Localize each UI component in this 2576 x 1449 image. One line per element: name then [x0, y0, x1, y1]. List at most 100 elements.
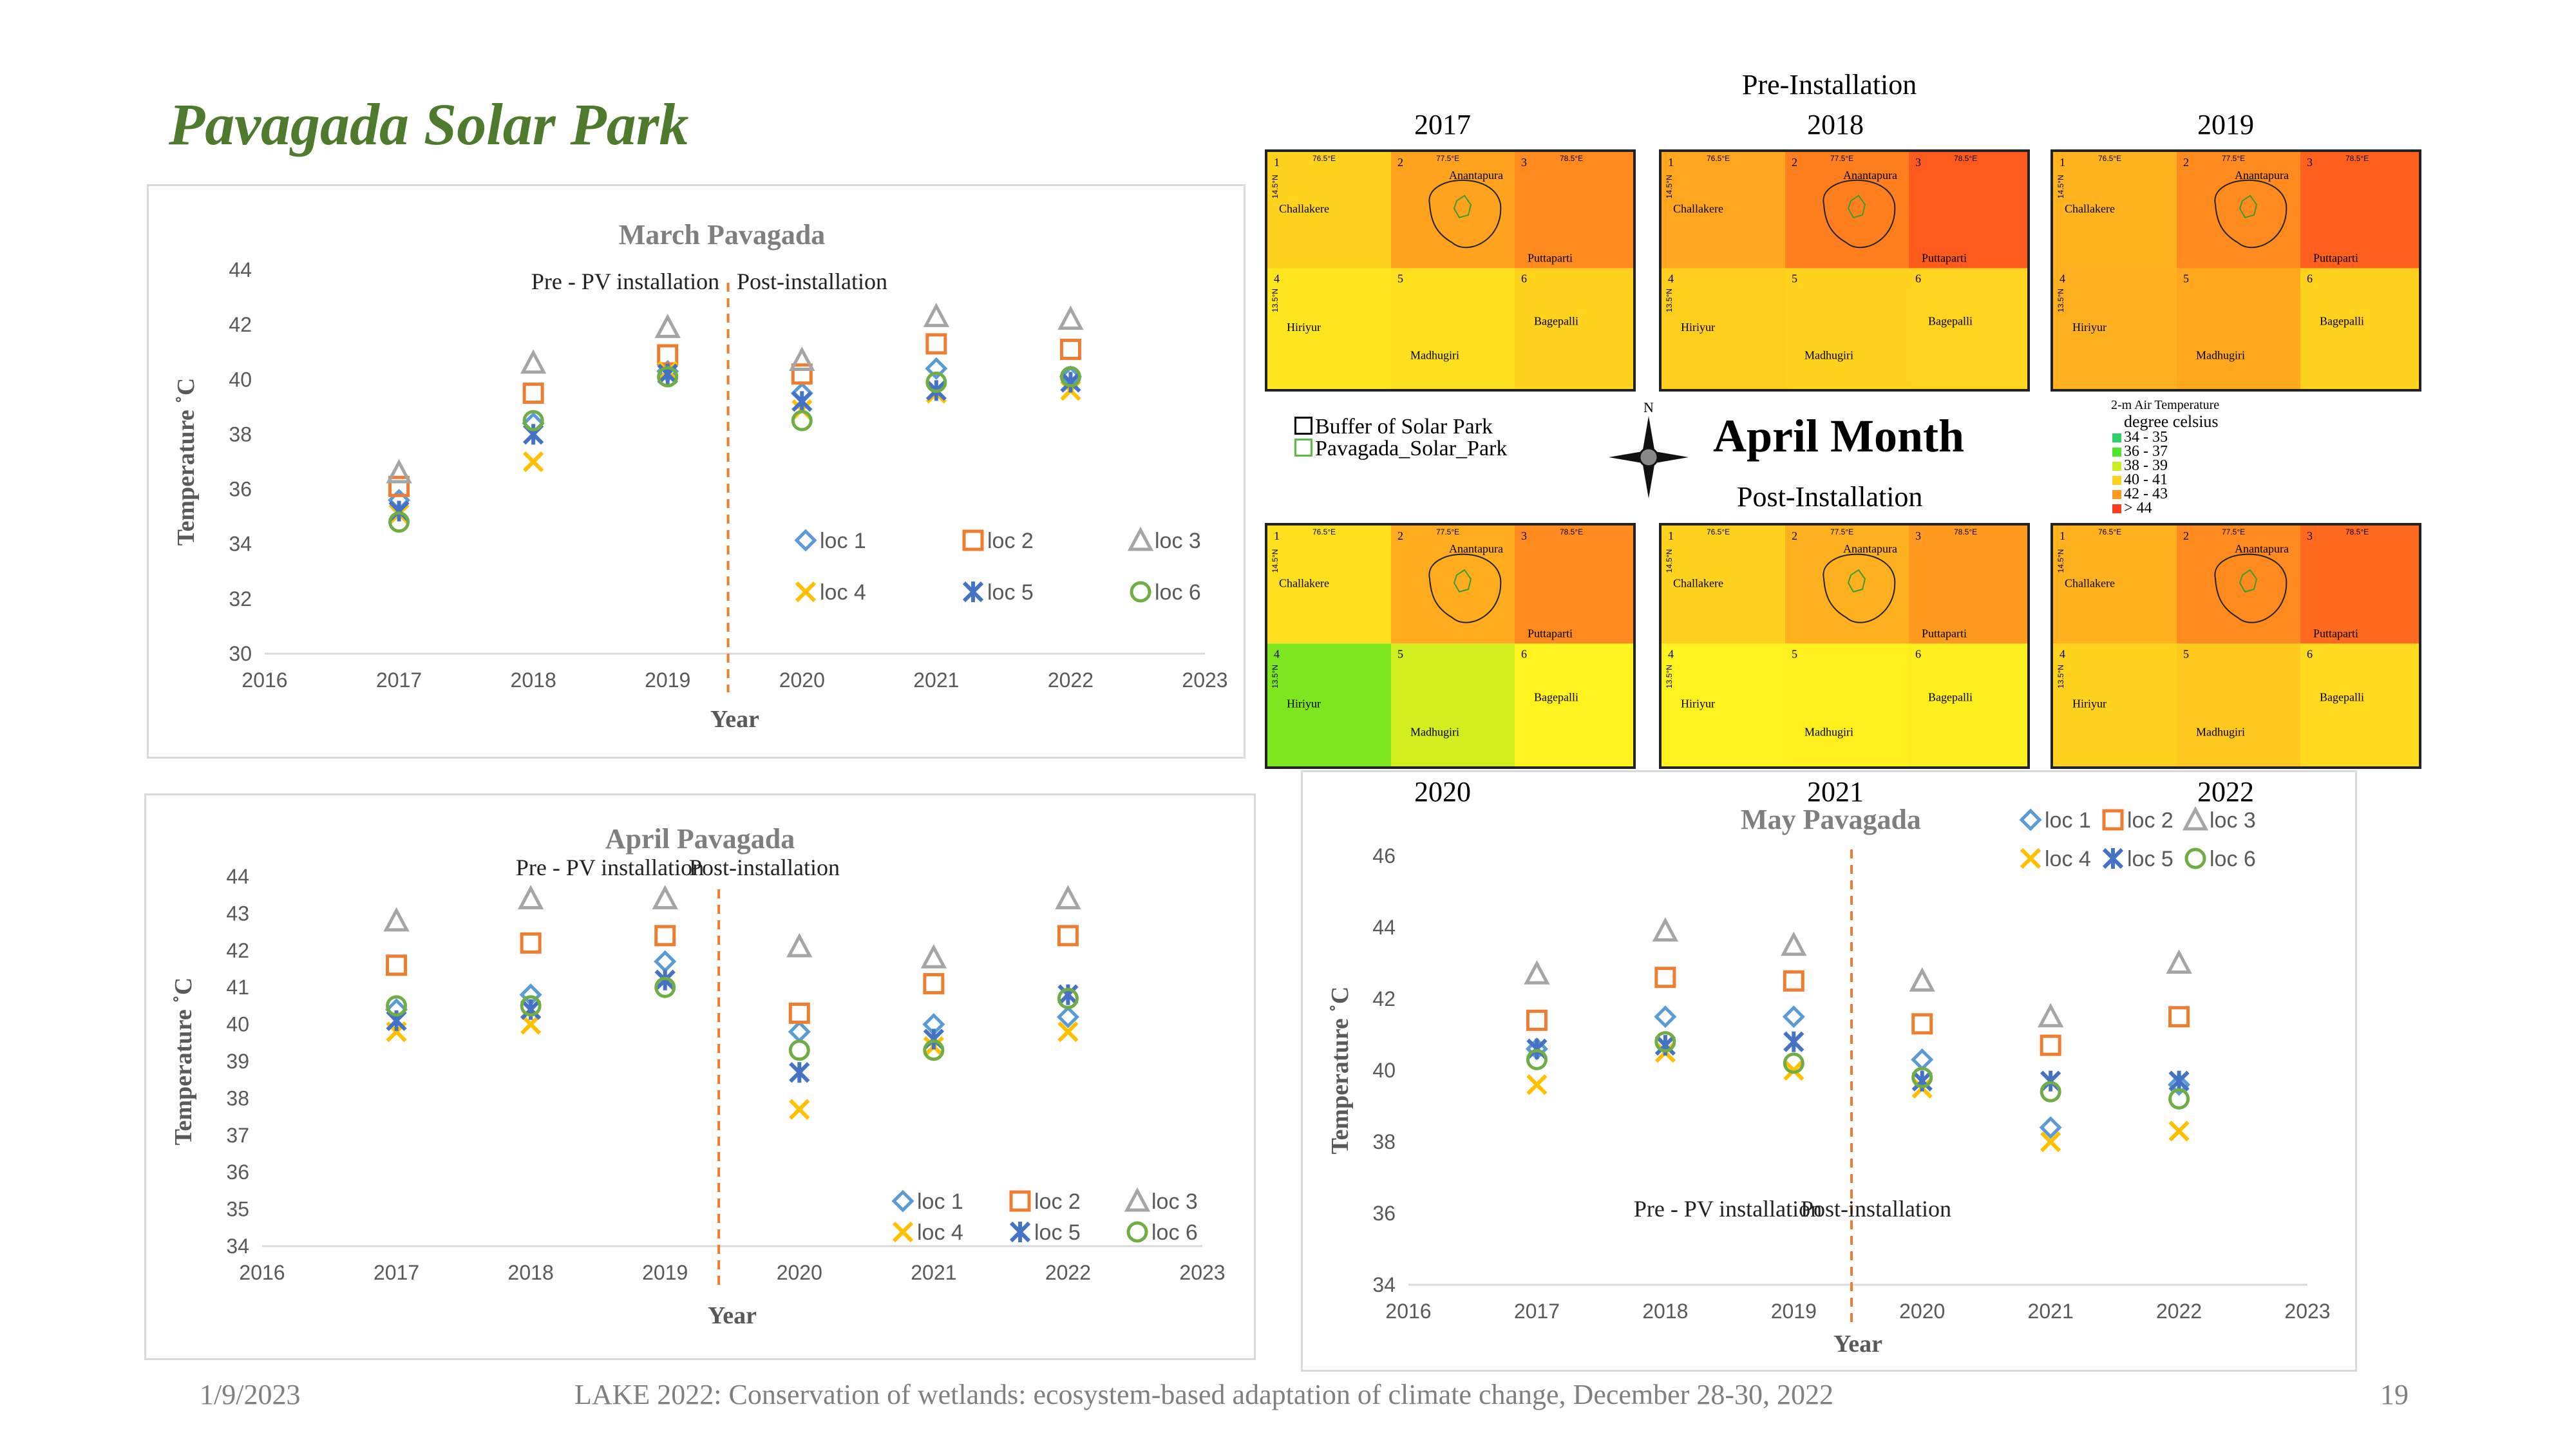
buffer-swatch: [1294, 417, 1312, 435]
chart-title: March Pavagada: [619, 219, 826, 251]
data-point: [2168, 1073, 2191, 1096]
temp-legend-swatch: [2112, 462, 2121, 471]
map-cell: [1662, 643, 1785, 766]
data-point: [388, 475, 410, 497]
temp-legend-title-2: degree celsius: [2124, 412, 2219, 431]
data-point: [925, 372, 947, 393]
x-tick-label: 2018: [1642, 1300, 1688, 1323]
cell-number: 3: [1915, 529, 1921, 542]
legend-marker: [2020, 848, 2041, 869]
map-year-2022: 2022: [2197, 776, 2254, 808]
lat-tick: 14.5°N: [1271, 549, 1280, 573]
x-tick-label: 2021: [911, 1261, 956, 1284]
data-point: [520, 932, 542, 954]
data-point: [1059, 338, 1081, 360]
data-point: [1059, 366, 1081, 388]
data-point: [388, 511, 410, 533]
data-point: [1782, 1005, 1805, 1028]
data-point: [925, 333, 947, 355]
data-point: [1911, 1013, 1933, 1035]
data-point: [2037, 1003, 2064, 1028]
y-tick-label: 44: [229, 258, 252, 281]
lat-tick: 14.5°N: [1665, 549, 1674, 573]
pre-installation-label: Pre-Installation: [1742, 69, 1917, 100]
post-installation-annotation: Post-installation: [689, 855, 840, 880]
map-cell: [1267, 526, 1391, 644]
series-loc-6: [388, 366, 1081, 533]
map-cell: [1909, 643, 2027, 766]
march-chart: March Pavagada 2016 2017 2018 2019 2020 2021 20…: [173, 219, 1228, 733]
temp-legend-label: 38 - 39: [2124, 457, 2168, 474]
map-cell: [1515, 526, 1633, 644]
data-point: [654, 976, 676, 998]
cell-number: 1: [2060, 529, 2065, 542]
x-tick-label: 2023: [1179, 1261, 1225, 1284]
data-point: [520, 995, 542, 1017]
cell-number: 1: [1668, 156, 1674, 169]
cell-number: 2: [1792, 156, 1797, 169]
lat-tick: 14.5°N: [1665, 175, 1674, 198]
data-point: [1911, 1066, 1933, 1088]
map-cell: [2053, 152, 2177, 269]
lon-tick: 76.5°E: [1312, 527, 1336, 536]
y-tick-label: 42: [229, 313, 252, 336]
lon-tick: 76.5°E: [2098, 154, 2121, 163]
april-chart: April Pavagada 2016 2017 2018 2019 2020 2021 20…: [170, 823, 1226, 1329]
map-cell: [1515, 268, 1633, 389]
legend-label: loc 3: [1155, 529, 1201, 553]
post-installation-annotation: Post-installation: [1801, 1196, 1951, 1222]
legend-buffer-label: Buffer of Solar Park: [1315, 415, 1493, 439]
data-point: [388, 500, 410, 522]
place-bagepalli: Bagepalli: [1928, 691, 1973, 704]
y-axis-label: Temperature ˚C: [173, 378, 200, 546]
legend-marker: [892, 1221, 914, 1243]
legend-marker: [2019, 808, 2042, 831]
y-tick-label: 35: [226, 1198, 249, 1221]
place-anantapura: Anantapura: [1449, 542, 1503, 555]
data-point: [1526, 1038, 1548, 1059]
place-bagepalli: Bagepalli: [1928, 314, 1973, 327]
data-point: [517, 885, 544, 909]
data-point: [1783, 1059, 1804, 1081]
x-tick-label: 2020: [777, 1261, 822, 1284]
legend-solar-park-label: Pavagada_Solar_Park: [1315, 437, 1508, 460]
data-point: [654, 950, 677, 973]
cell-number: 5: [2183, 272, 2189, 285]
data-point: [923, 303, 950, 327]
place-madhugiri: Madhugiri: [1410, 348, 1459, 361]
map-cell: [1785, 526, 1909, 644]
cell-number: 3: [2307, 529, 2313, 542]
lon-tick: 78.5°E: [1954, 154, 1977, 163]
legend-label: loc 1: [820, 529, 866, 553]
place-anantapura: Anantapura: [2235, 542, 2289, 555]
y-tick-label: 41: [226, 976, 249, 999]
legend-label: loc 6: [1155, 580, 1201, 605]
data-point: [923, 972, 945, 994]
y-tick-label: 38: [1372, 1130, 1396, 1153]
legend-label: loc 6: [1151, 1220, 1198, 1245]
series-loc-5: [388, 363, 1081, 522]
temp-legend-swatch: [2112, 448, 2121, 457]
lat-tick: 13.5°N: [1665, 665, 1674, 688]
map-cell: [1267, 268, 1391, 389]
data-point: [520, 349, 547, 374]
y-axis-label: Temperature ˚C: [1327, 987, 1354, 1155]
legend-marker: [962, 529, 984, 551]
legend-label: loc 1: [917, 1189, 963, 1214]
data-point: [386, 995, 408, 1017]
map-year-2017: 2017: [1414, 109, 1471, 140]
cell-number: 4: [2060, 647, 2065, 660]
lon-tick: 78.5°E: [1560, 154, 1583, 163]
legend-label: loc 3: [2210, 808, 2256, 833]
x-tick-label: 2022: [2156, 1300, 2202, 1323]
place-puttaparti: Puttaparti: [2313, 627, 2358, 639]
y-tick-label: 36: [229, 478, 252, 501]
place-anantapura: Anantapura: [2235, 169, 2289, 182]
map-cell: [2300, 268, 2419, 389]
map-cell: [2053, 526, 2177, 644]
data-point: [2040, 1081, 2061, 1103]
legend-label: loc 6: [2210, 847, 2256, 871]
footer-conference: LAKE 2022: Conservation of wetlands: eco…: [574, 1379, 1833, 1410]
data-point: [2039, 1116, 2062, 1139]
cell-number: 5: [1397, 647, 1403, 660]
